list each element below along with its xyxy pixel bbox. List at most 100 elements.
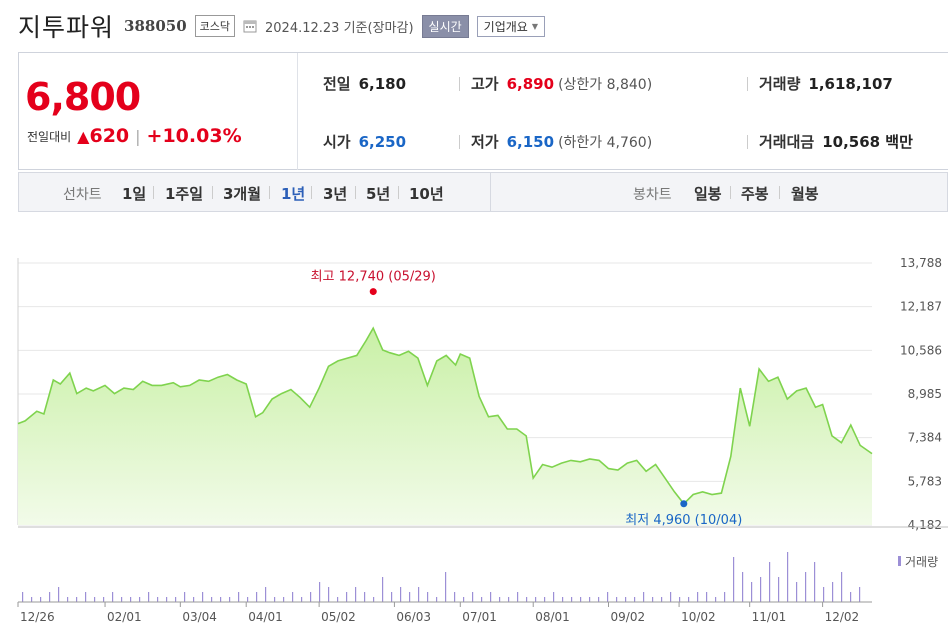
x-tick-label: 04/01 [248, 610, 283, 624]
volume-bar [454, 592, 456, 602]
high-value: 6,890 [506, 74, 555, 93]
volume-bar [112, 592, 114, 602]
company-overview-button[interactable]: 기업개요 ▼ [476, 15, 545, 37]
x-tick-label: 08/01 [535, 610, 570, 624]
volume-bar [67, 597, 69, 602]
price-area [18, 328, 872, 525]
divider [747, 135, 748, 149]
candle-chart-label: 봉차트 [633, 187, 672, 203]
low: 저가 6,150 (하한가 4,760) [471, 131, 652, 152]
amount-label: 거래대금 [759, 133, 815, 151]
tab-1-week[interactable]: 1주일 [165, 185, 204, 203]
x-tick-label: 05/02 [321, 610, 356, 624]
volume-bar [796, 582, 798, 602]
date-text: 2024.12.23 기준(장마감) [265, 20, 414, 36]
prev-close-label: 전일 [323, 75, 351, 93]
volume-bar [526, 597, 528, 602]
volume-bar [337, 597, 339, 602]
volume-bar [418, 587, 420, 602]
volume-bar [40, 597, 42, 602]
volume-bar [481, 597, 483, 602]
y-tick-label: 13,788 [900, 256, 942, 270]
volume-bar [733, 557, 735, 602]
volume-bar [544, 597, 546, 602]
volume-legend-label: 거래량 [905, 555, 938, 569]
volume-bar [625, 597, 627, 602]
volume-bar [157, 597, 159, 602]
volume-bar [679, 597, 681, 602]
volume-bar [436, 597, 438, 602]
volume-bar [715, 597, 717, 602]
volume: 거래량 1,618,107 [759, 73, 893, 94]
volume-bar [652, 597, 654, 602]
volume-bar [256, 592, 258, 602]
volume-bar [472, 592, 474, 602]
volume-bar [670, 592, 672, 602]
y-tick-label: 5,783 [908, 474, 942, 488]
volume-bar [355, 587, 357, 602]
divider [459, 77, 460, 91]
volume-bar [427, 592, 429, 602]
open: 시가 6,250 [323, 131, 406, 152]
calendar-icon [243, 20, 257, 33]
x-tick-label: 12/26 [20, 610, 55, 624]
tab-3-months[interactable]: 3개월 [223, 185, 262, 203]
price-box: 6,800 전일대비 ▲ 620 | +10.03% [18, 53, 298, 170]
prev-close-value: 6,180 [358, 74, 407, 93]
volume-bar [814, 562, 816, 602]
tab-weekly-candle[interactable]: 주봉 [741, 185, 769, 203]
volume-bar [697, 592, 699, 602]
volume-bar [301, 597, 303, 602]
tab-5-years[interactable]: 5년 [366, 185, 391, 203]
volume-bar [121, 597, 123, 602]
stock-name: 지투파워 [18, 13, 115, 42]
x-tick-label: 06/03 [396, 610, 431, 624]
volume-bar [490, 592, 492, 602]
x-tick-label: 10/02 [681, 610, 716, 624]
y-tick-label: 7,384 [908, 431, 942, 445]
volume-bar [787, 552, 789, 602]
volume-bar [445, 572, 447, 602]
volume-bar [589, 597, 591, 602]
min-point [680, 500, 688, 508]
max-label: 최고 12,740 (05/29) [311, 270, 436, 285]
volume-bar [202, 592, 204, 602]
volume-bar [742, 572, 744, 602]
volume-bar [130, 597, 132, 602]
volume-bar [643, 592, 645, 602]
volume-label: 거래량 [759, 75, 801, 93]
volume-bar [661, 597, 663, 602]
lower-limit: (하한가 4,760) [558, 134, 653, 151]
change-absolute: 620 [89, 125, 130, 147]
max-point [369, 288, 377, 296]
x-tick-label: 03/04 [182, 610, 217, 624]
volume-bar [175, 597, 177, 602]
volume-bar [571, 597, 573, 602]
volume-bar [139, 597, 141, 602]
volume-legend-swatch [898, 556, 901, 566]
volume-bar [850, 592, 852, 602]
tab-1-day[interactable]: 1일 [122, 185, 147, 203]
y-tick-label: 10,586 [900, 343, 942, 357]
volume-bar [778, 577, 780, 602]
tab-10-years[interactable]: 10년 [409, 185, 444, 203]
volume-bar [535, 597, 537, 602]
tab-1-year[interactable]: 1년 [281, 185, 306, 203]
volume-bar [103, 597, 105, 602]
volume-bar [706, 592, 708, 602]
tab-monthly-candle[interactable]: 월봉 [791, 185, 819, 203]
volume-bar [346, 592, 348, 602]
volume-bar [49, 592, 51, 602]
volume-value: 1,618,107 [808, 74, 893, 93]
period-tab-bar: 선차트 1일 1주일 3개월 1년 3년 5년 10년 봉차트 일봉 주봉 월봉 [18, 172, 948, 212]
volume-bar [805, 572, 807, 602]
volume-bar [283, 597, 285, 602]
volume-bar [211, 597, 213, 602]
volume-bar [517, 592, 519, 602]
volume-bar [751, 582, 753, 602]
volume-bar [292, 592, 294, 602]
realtime-button[interactable]: 실시간 [421, 14, 469, 38]
tab-3-years[interactable]: 3년 [323, 185, 348, 203]
tab-daily-candle[interactable]: 일봉 [694, 185, 722, 203]
y-tick-label: 4,182 [908, 518, 942, 532]
